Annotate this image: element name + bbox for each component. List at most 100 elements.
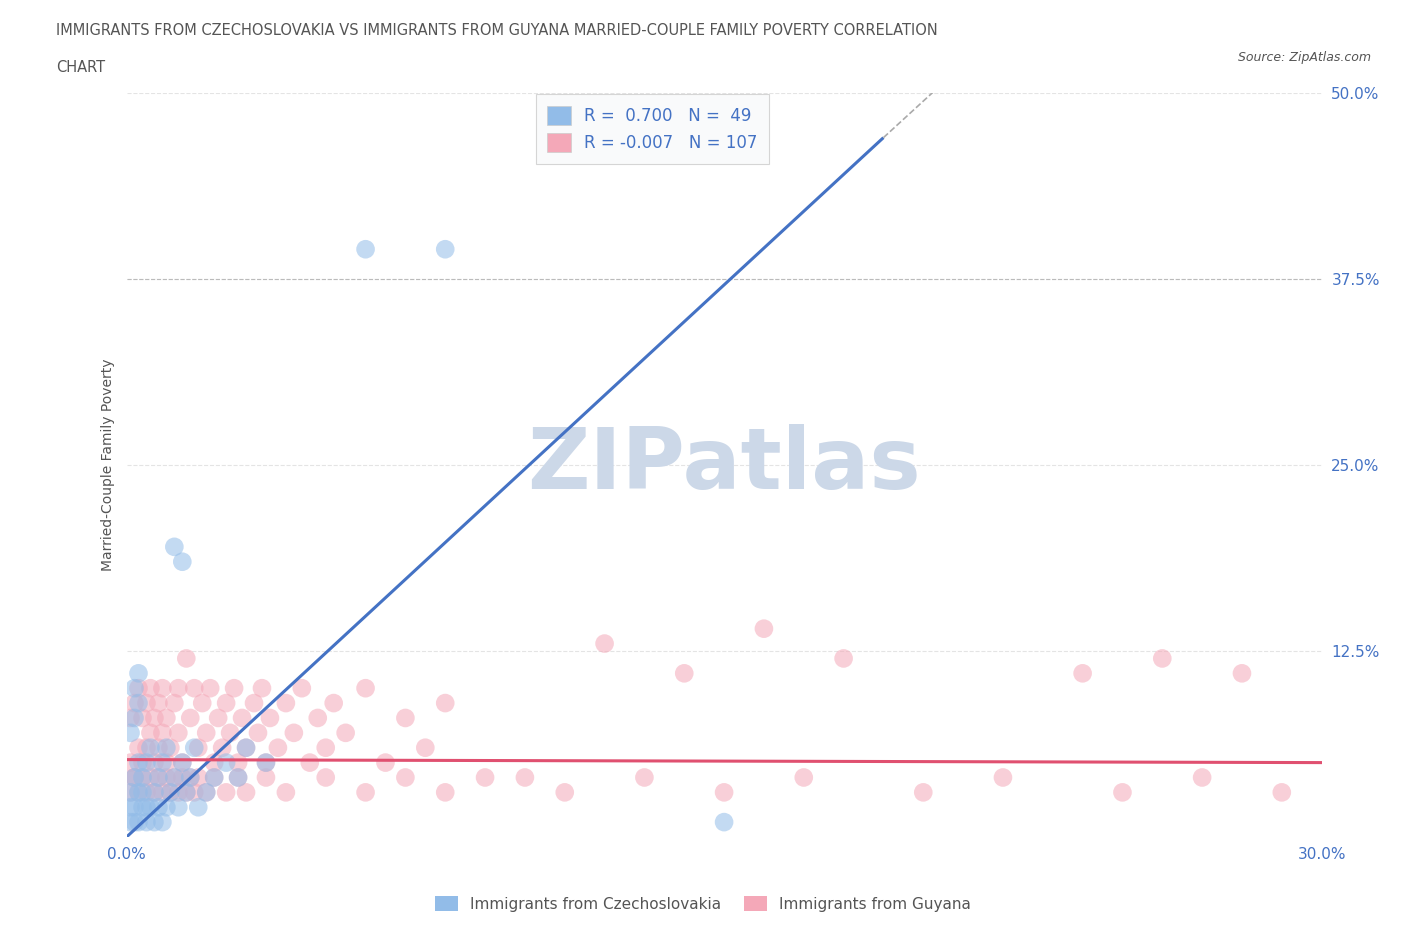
Point xyxy=(394,770,416,785)
Point xyxy=(163,539,186,554)
Point xyxy=(226,770,249,785)
Point xyxy=(127,696,149,711)
Point xyxy=(120,755,142,770)
Point xyxy=(127,681,149,696)
Point xyxy=(163,770,186,785)
Point xyxy=(135,785,157,800)
Point xyxy=(139,740,162,755)
Point xyxy=(752,621,775,636)
Point xyxy=(713,785,735,800)
Point xyxy=(195,725,218,740)
Point xyxy=(124,696,146,711)
Point xyxy=(127,785,149,800)
Text: ZIPatlas: ZIPatlas xyxy=(527,423,921,507)
Point xyxy=(120,785,142,800)
Point xyxy=(254,755,277,770)
Point xyxy=(322,696,344,711)
Point xyxy=(124,800,146,815)
Point xyxy=(183,785,205,800)
Point xyxy=(254,755,277,770)
Point xyxy=(131,711,153,725)
Point xyxy=(991,770,1014,785)
Point xyxy=(131,800,153,815)
Point xyxy=(155,800,177,815)
Point xyxy=(172,755,194,770)
Point xyxy=(127,785,149,800)
Point xyxy=(148,770,170,785)
Point xyxy=(139,770,162,785)
Point xyxy=(139,725,162,740)
Point xyxy=(124,711,146,725)
Point xyxy=(207,711,229,725)
Point xyxy=(1152,651,1174,666)
Point xyxy=(222,681,246,696)
Point xyxy=(179,770,201,785)
Point xyxy=(179,770,201,785)
Text: CHART: CHART xyxy=(56,60,105,75)
Point xyxy=(143,755,166,770)
Point xyxy=(148,800,170,815)
Point xyxy=(354,242,377,257)
Point xyxy=(267,740,290,755)
Point xyxy=(174,785,197,800)
Point xyxy=(593,636,616,651)
Point xyxy=(135,755,157,770)
Point xyxy=(315,740,337,755)
Point xyxy=(120,725,142,740)
Point xyxy=(254,770,277,785)
Point xyxy=(274,785,297,800)
Point xyxy=(231,711,253,725)
Point xyxy=(374,755,396,770)
Legend: R =  0.700   N =  49, R = -0.007   N = 107: R = 0.700 N = 49, R = -0.007 N = 107 xyxy=(536,94,769,164)
Point xyxy=(243,696,266,711)
Point xyxy=(120,785,142,800)
Y-axis label: Married-Couple Family Poverty: Married-Couple Family Poverty xyxy=(101,359,115,571)
Point xyxy=(191,696,214,711)
Point xyxy=(335,725,357,740)
Point xyxy=(187,770,209,785)
Point xyxy=(131,755,153,770)
Point xyxy=(167,681,190,696)
Point xyxy=(250,681,273,696)
Point xyxy=(143,711,166,725)
Point xyxy=(124,770,146,785)
Point xyxy=(274,696,297,711)
Point xyxy=(148,740,170,755)
Point xyxy=(226,755,249,770)
Point xyxy=(673,666,696,681)
Point xyxy=(307,711,329,725)
Point xyxy=(202,770,225,785)
Point xyxy=(143,785,166,800)
Point xyxy=(167,800,190,815)
Point xyxy=(187,740,209,755)
Point xyxy=(434,696,457,711)
Point xyxy=(148,696,170,711)
Point xyxy=(1191,770,1213,785)
Point xyxy=(174,785,197,800)
Point xyxy=(127,755,149,770)
Point xyxy=(150,681,174,696)
Point xyxy=(124,681,146,696)
Point xyxy=(150,785,174,800)
Point xyxy=(179,711,201,725)
Point xyxy=(139,800,162,815)
Point xyxy=(159,740,181,755)
Point xyxy=(513,770,536,785)
Point xyxy=(832,651,855,666)
Point xyxy=(131,770,153,785)
Point xyxy=(195,785,218,800)
Point xyxy=(150,755,174,770)
Point xyxy=(135,815,157,830)
Point xyxy=(200,681,222,696)
Point xyxy=(143,785,166,800)
Point xyxy=(124,770,146,785)
Point xyxy=(172,755,194,770)
Point xyxy=(793,770,815,785)
Text: Source: ZipAtlas.com: Source: ZipAtlas.com xyxy=(1237,51,1371,64)
Point xyxy=(155,755,177,770)
Point xyxy=(163,770,186,785)
Point xyxy=(159,785,181,800)
Point xyxy=(247,725,270,740)
Point xyxy=(259,711,281,725)
Point xyxy=(912,785,935,800)
